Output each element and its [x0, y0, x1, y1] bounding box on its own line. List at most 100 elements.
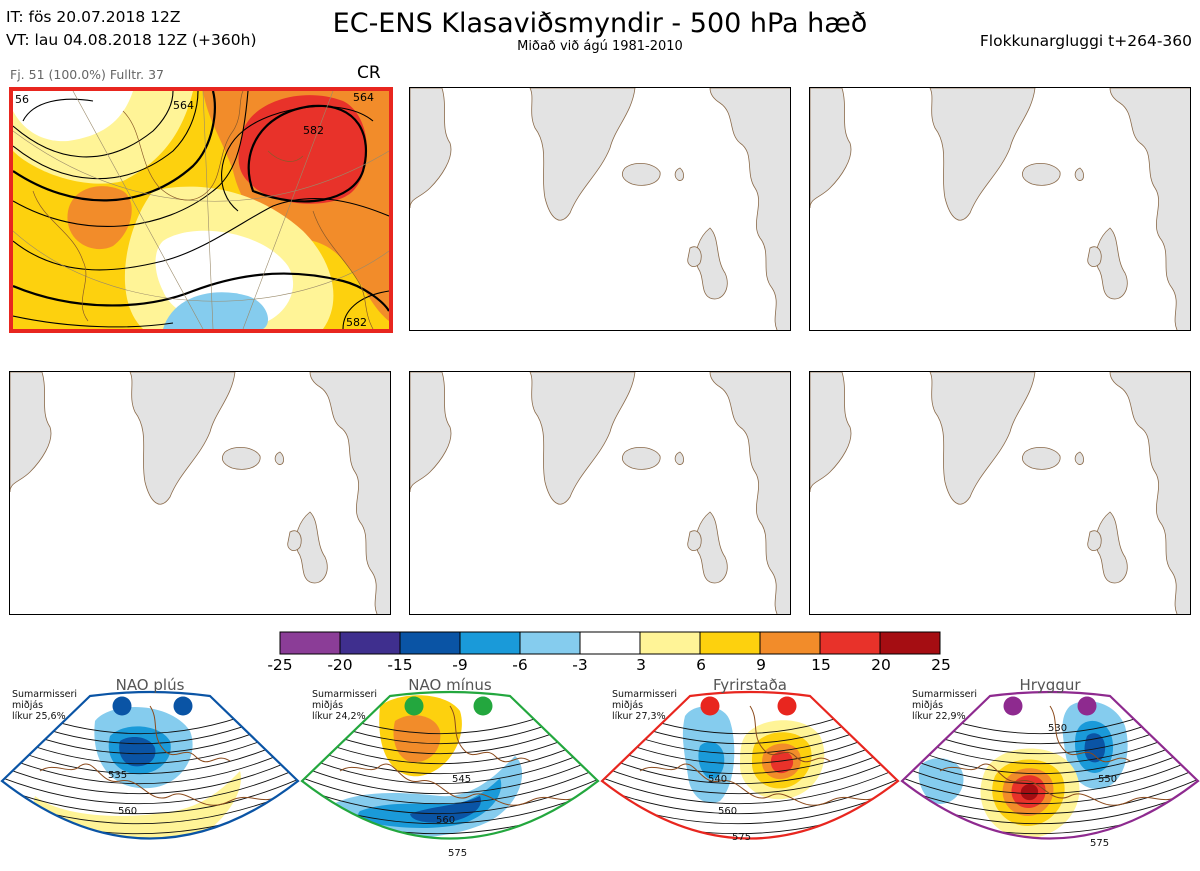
- coast-faroe: [274, 451, 284, 465]
- cluster-map-panel-3[interactable]: [809, 87, 1191, 331]
- regime-season: Sumarmisseri miðjás líkur 25,6%: [12, 689, 78, 722]
- coast-scandinavia: [709, 372, 790, 614]
- contour-label: 560: [718, 806, 737, 817]
- regime-title: Fyrirstaða: [713, 676, 787, 694]
- coast-britain: [295, 511, 328, 584]
- contour-label: 560: [118, 806, 137, 817]
- anomaly-blob: [119, 736, 156, 767]
- page-title: EC-ENS Klasaviðsmyndir - 500 hPa hæð: [332, 8, 868, 39]
- coastline: [149, 705, 231, 763]
- height-contour: [902, 773, 1198, 815]
- cluster-map-panel-6[interactable]: [809, 371, 1191, 615]
- colorbar-segment: [519, 631, 581, 655]
- regime-marker-dot: [1003, 696, 1023, 716]
- coast-britain: [695, 227, 728, 300]
- regime-frame: [600, 690, 900, 840]
- contour-label: 550: [1098, 774, 1117, 785]
- regime-panel-blocking: 540 560 575 Fyrirstaða Sumarmisseri miðjás…: [600, 676, 900, 871]
- regime-marker-dot: [173, 696, 193, 716]
- anomaly-fill-red-high: [238, 95, 367, 204]
- cluster-map-panel-1[interactable]: 56 564 582 564 582: [9, 87, 393, 333]
- anomaly-blob: [393, 715, 441, 763]
- base-map: [810, 372, 1190, 614]
- anomaly-blob: [918, 758, 964, 804]
- contour-label: 56: [15, 93, 29, 106]
- regime-panel-nao-minus: 545 560 575 NAO mínus Sumarmisseri miðjás …: [300, 676, 600, 871]
- height-contour: [602, 740, 898, 785]
- anomaly-blob: [1084, 733, 1106, 763]
- coast-iceland: [621, 162, 661, 186]
- coast-greenland: [529, 88, 636, 221]
- cluster-map-panel-5[interactable]: [409, 371, 791, 615]
- classification-window: Flokkunargluggi t+264-360: [979, 32, 1192, 50]
- height-contour: [902, 762, 1198, 805]
- regime-frame: [300, 690, 600, 840]
- coast-canada: [810, 372, 852, 493]
- base-map: [410, 372, 790, 614]
- contour-label: 530: [1048, 723, 1067, 734]
- colorbar-segment: [819, 631, 881, 655]
- colorbar-tick: 15: [811, 656, 831, 674]
- coast-canada: [10, 372, 52, 493]
- colorbar-tick: -20: [327, 656, 353, 674]
- contour-label: 575: [732, 832, 751, 843]
- base-map: [10, 372, 390, 614]
- contour-label: 582: [303, 124, 324, 137]
- cluster-map-panel-2[interactable]: [409, 87, 791, 331]
- height-contour: [2, 762, 298, 805]
- regime-panel-nao-plus: 535 560 NAO plús Sumarmisseri miðjás líku…: [0, 676, 300, 871]
- base-map: [410, 88, 790, 330]
- coast-canada: [410, 372, 452, 493]
- contour-label: 545: [452, 774, 471, 785]
- colorbar-segment: [279, 631, 341, 655]
- colorbar-segment: [459, 631, 521, 655]
- height-contour: [902, 740, 1198, 785]
- regime-season: Sumarmisseri miðjás líkur 22,9%: [912, 689, 978, 722]
- colorbar-tick: 25: [931, 656, 951, 674]
- coast-ireland: [687, 246, 702, 267]
- coast-iceland: [1021, 446, 1061, 470]
- regime-title: NAO mínus: [408, 676, 492, 694]
- colorbar-tick: -25: [267, 656, 293, 674]
- colorbar-segment: [579, 631, 641, 655]
- regime-marker-dot: [473, 696, 493, 716]
- contour-label: 564: [353, 91, 374, 104]
- height-contour: [302, 773, 598, 815]
- contour-label: 540: [708, 774, 727, 785]
- colorbar-segment: [639, 631, 701, 655]
- height-contour: [602, 784, 898, 825]
- anomaly-blob: [698, 741, 725, 779]
- colorbar-segment: [339, 631, 401, 655]
- anomaly-blob: [770, 751, 794, 774]
- colorbar-tick: 3: [636, 656, 646, 674]
- regime-frame: [0, 690, 300, 840]
- coastline: [1049, 705, 1131, 763]
- coast-scandinavia: [1109, 88, 1190, 330]
- panel-member-info: Fj. 51 (100.0%) Fulltr. 37: [10, 67, 164, 82]
- height-contours: [13, 91, 389, 329]
- coastline: [939, 763, 1181, 806]
- height-contour: [302, 751, 598, 795]
- coast-britain: [1095, 511, 1128, 584]
- coast-ireland: [1087, 530, 1102, 551]
- regime-frame: [900, 690, 1200, 840]
- colorbar-tick: 20: [871, 656, 891, 674]
- coast-scandinavia: [309, 372, 390, 614]
- coast-britain: [1095, 227, 1128, 300]
- anomaly-map: 56 564 582 564 582: [13, 91, 389, 329]
- colorbar-segment: [879, 631, 941, 655]
- coastlines: [32, 91, 374, 329]
- coast-faroe: [674, 451, 684, 465]
- height-contour: [2, 740, 298, 785]
- regime-season: Sumarmisseri miðjás líkur 24,2%: [312, 689, 378, 722]
- regime-map: 545 560 575: [300, 690, 600, 859]
- anomaly-fill-blue-south: [163, 292, 268, 329]
- coastline: [339, 763, 581, 806]
- coast-greenland: [529, 372, 636, 505]
- colorbar: [279, 631, 941, 655]
- height-contour: [602, 762, 898, 805]
- coastline: [449, 705, 531, 763]
- cluster-map-panel-4[interactable]: [9, 371, 391, 615]
- colorbar-segment: [759, 631, 821, 655]
- coast-ireland: [1087, 246, 1102, 267]
